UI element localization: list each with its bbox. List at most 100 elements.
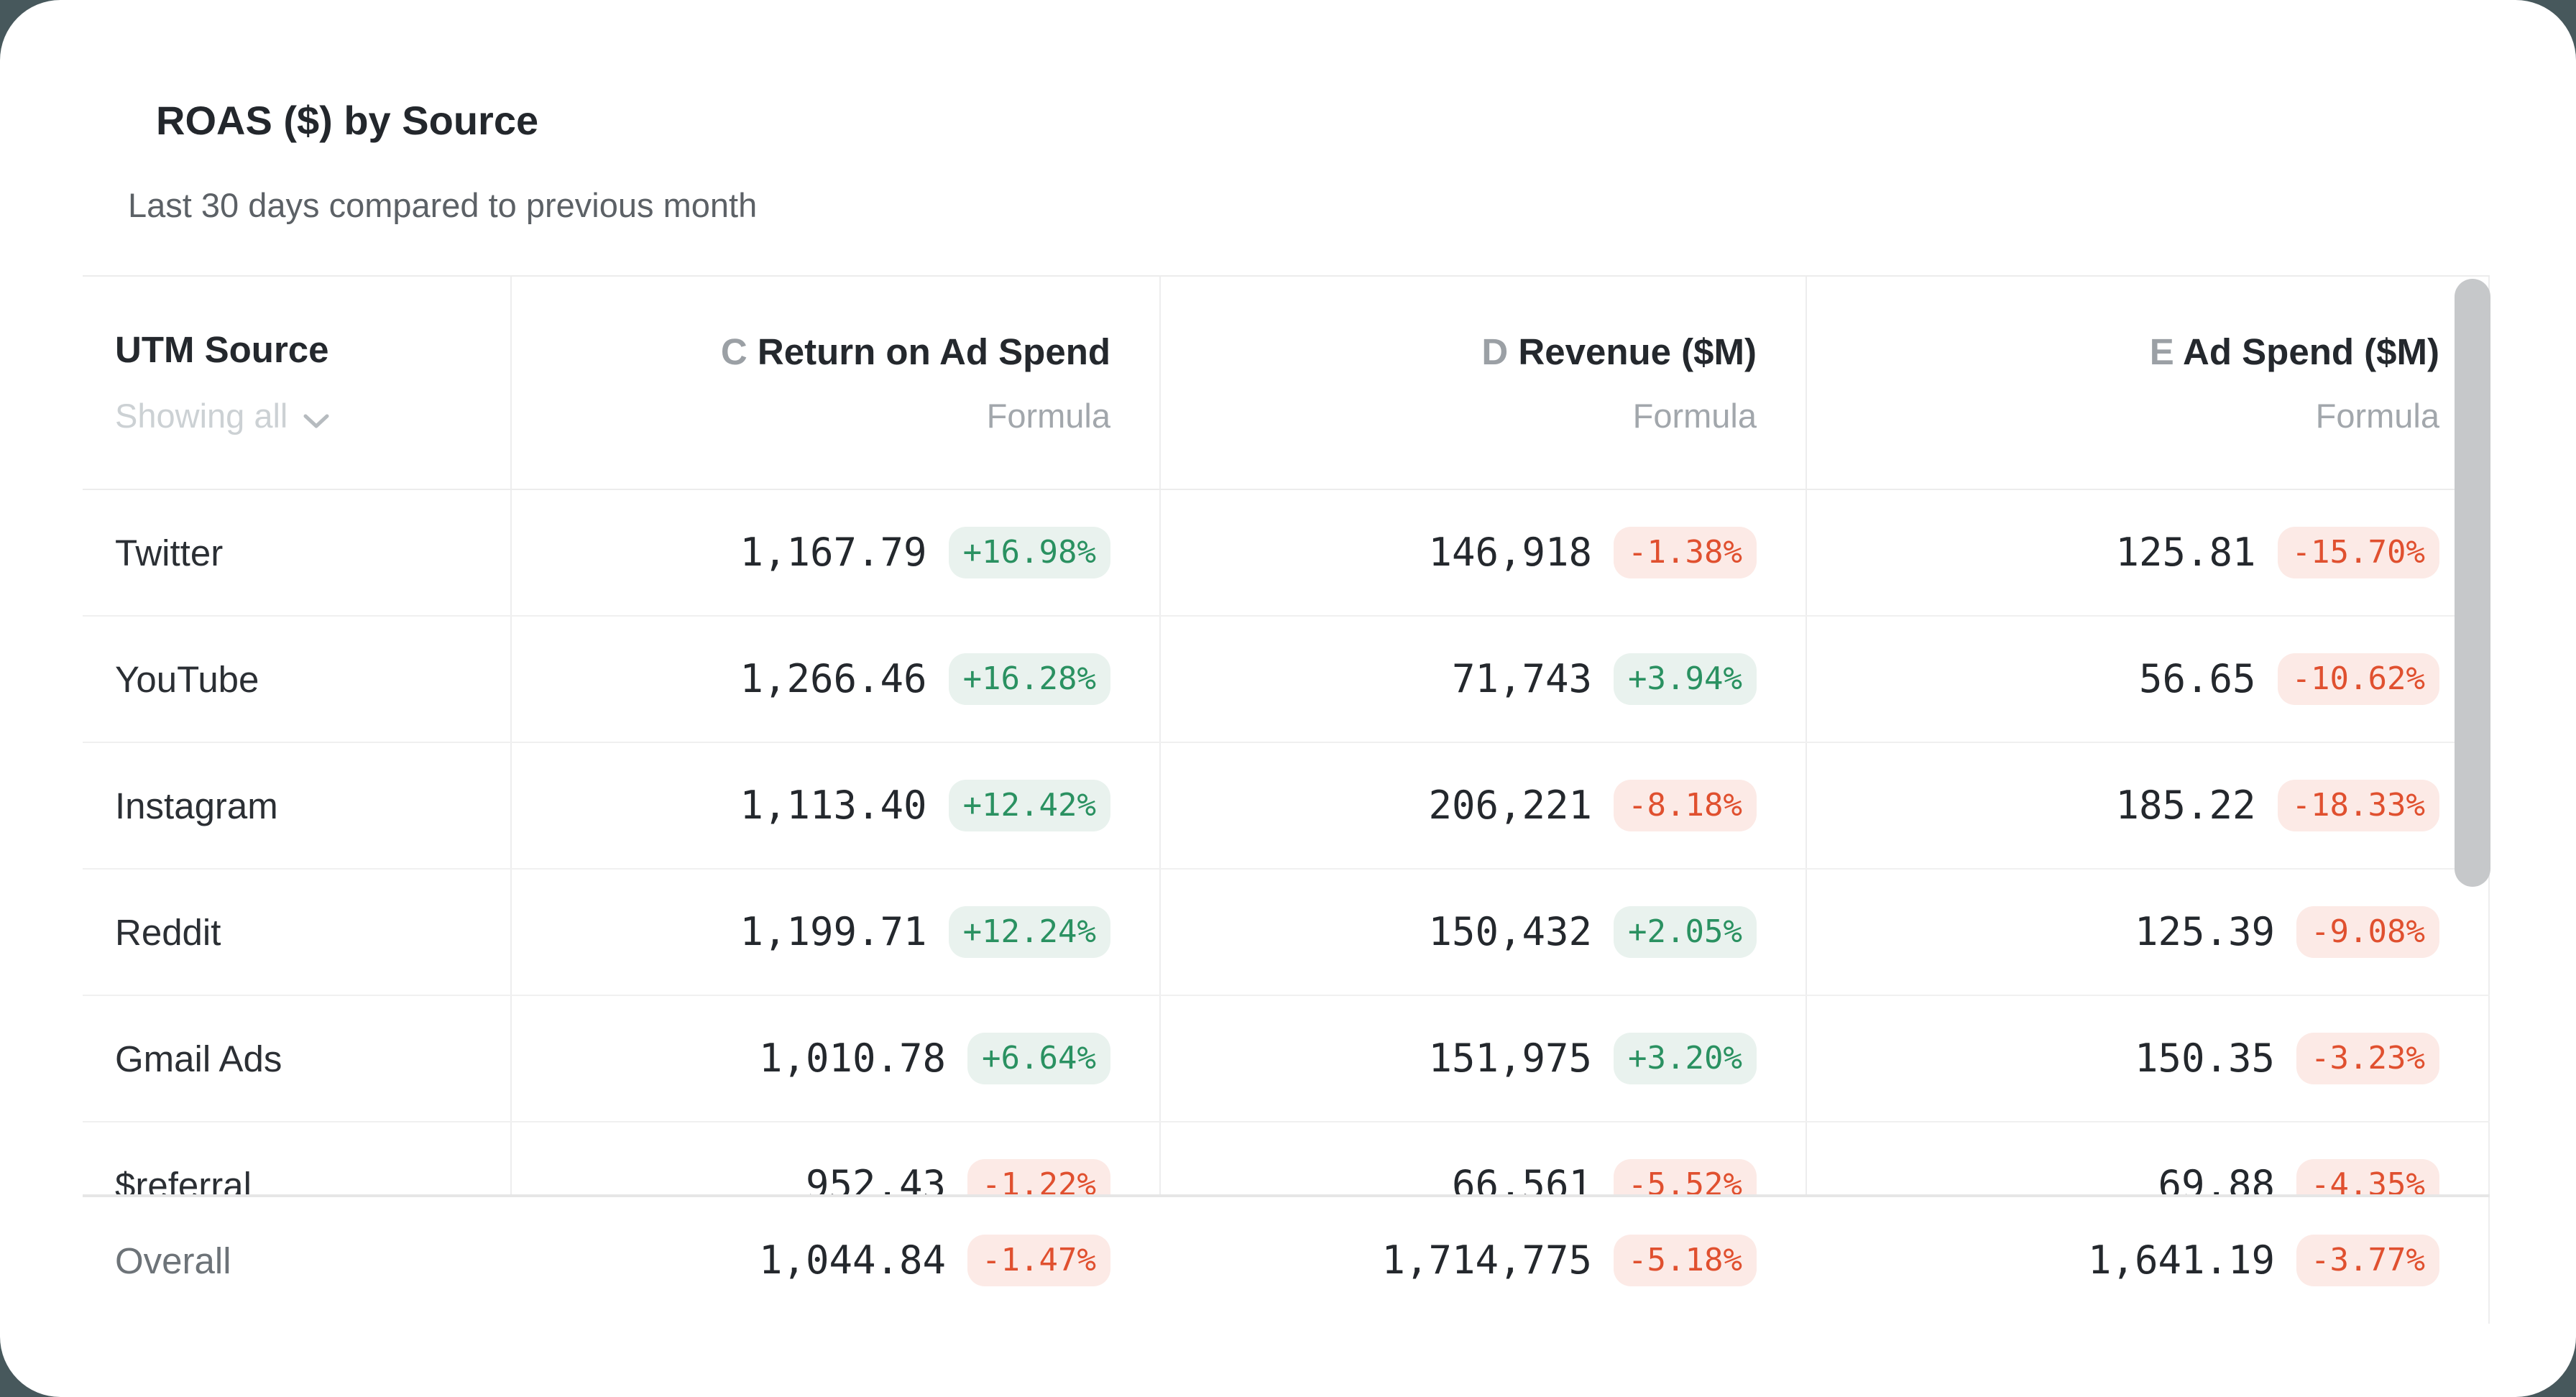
metric-value: 146,918 — [1428, 530, 1593, 575]
chevron-down-icon — [303, 401, 329, 435]
metric-value: 150,432 — [1428, 909, 1593, 954]
roas-cell: 1,199.71 +12.24% — [510, 870, 1159, 995]
delta-badge: -10.62% — [2277, 653, 2439, 705]
table-row-reddit: Reddit 1,199.71 +12.24% 150,432 +2.05% 1… — [83, 870, 2490, 996]
delta-badge: +16.98% — [948, 527, 1110, 578]
revenue-cell: 146,918 -1.38% — [1159, 490, 1806, 615]
roas-cell: 1,266.46 +16.28% — [510, 617, 1159, 742]
revenue-cell: 151,975 +3.20% — [1159, 996, 1806, 1121]
metric-value: 125.39 — [2134, 909, 2276, 954]
column-formula-tag: Formula — [986, 396, 1110, 435]
metric-value: 1,641.19 — [2087, 1237, 2276, 1283]
widget-subtitle: Last 30 days compared to previous month — [128, 186, 758, 224]
metric-value: 151,975 — [1428, 1036, 1593, 1081]
delta-badge: -1.38% — [1614, 527, 1757, 578]
overall-revenue-cell: 1,714,775 -5.18% — [1159, 1197, 1806, 1324]
delta-badge: -15.70% — [2277, 527, 2439, 578]
metric-value: 1,266.46 — [740, 656, 927, 701]
overall-ad-spend-cell: 1,641.19 -3.77% — [1806, 1197, 2490, 1324]
metric-value: 1,199.71 — [740, 909, 927, 954]
source-filter-label: Showing all — [115, 396, 288, 435]
delta-badge: +6.64% — [967, 1033, 1110, 1084]
metric-value: 125.81 — [2115, 530, 2256, 575]
header-ad-spend[interactable]: E Ad Spend ($M) Formula — [1806, 277, 2490, 489]
metric-value: 952.43 — [805, 1162, 947, 1195]
ad-spend-cell: 56.65 -10.62% — [1806, 617, 2490, 742]
metric-value: 1,010.78 — [758, 1036, 947, 1081]
delta-badge: -1.22% — [967, 1159, 1110, 1194]
revenue-cell: 71,743 +3.94% — [1159, 617, 1806, 742]
column-title: C Return on Ad Spend — [720, 331, 1110, 372]
table-header-row: UTM Source Showing all C Return on Ad Sp… — [83, 275, 2490, 490]
source-cell: $referral — [115, 1164, 252, 1195]
source-filter-dropdown[interactable]: Showing all — [115, 397, 329, 435]
roas-cell: 1,167.79 +16.98% — [510, 490, 1159, 615]
column-formula-tag: Formula — [2315, 396, 2439, 435]
ad-spend-cell: 125.81 -15.70% — [1806, 490, 2490, 615]
table-row-instagram: Instagram 1,113.40 +12.42% 206,221 -8.18… — [83, 743, 2490, 870]
roas-cell: 952.43 -1.22% — [510, 1122, 1159, 1194]
table-footer-row-overall: Overall 1,044.84 -1.47% 1,714,775 -5.18%… — [83, 1194, 2490, 1324]
table-row-gmail-ads: Gmail Ads 1,010.78 +6.64% 151,975 +3.20%… — [83, 996, 2490, 1122]
table-row-referral: $referral 952.43 -1.22% 66,561 -5.52% 69… — [83, 1122, 2490, 1194]
header-return-on-ad-spend[interactable]: C Return on Ad Spend Formula — [510, 277, 1159, 489]
revenue-cell: 66,561 -5.52% — [1159, 1122, 1806, 1194]
widget-title: ROAS ($) by Source — [156, 98, 539, 143]
delta-badge: +2.05% — [1614, 906, 1757, 958]
source-cell: Reddit — [115, 911, 221, 953]
revenue-cell: 150,432 +2.05% — [1159, 870, 1806, 995]
delta-badge: -3.23% — [2296, 1033, 2439, 1084]
table-row-twitter: Twitter 1,167.79 +16.98% 146,918 -1.38% … — [83, 490, 2490, 617]
metric-value: 1,044.84 — [758, 1237, 947, 1283]
metric-value: 150.35 — [2134, 1036, 2276, 1081]
source-cell: Twitter — [115, 532, 224, 573]
delta-badge: -3.77% — [2296, 1235, 2439, 1286]
overall-roas-cell: 1,044.84 -1.47% — [510, 1197, 1159, 1324]
source-cell: Gmail Ads — [115, 1038, 282, 1079]
delta-badge: +12.24% — [948, 906, 1110, 958]
delta-badge: -5.18% — [1614, 1235, 1757, 1286]
source-cell: YouTube — [115, 658, 259, 700]
roas-cell: 1,010.78 +6.64% — [510, 996, 1159, 1121]
table-row-youtube: YouTube 1,266.46 +16.28% 71,743 +3.94% 5… — [83, 617, 2490, 743]
metric-value: 206,221 — [1428, 783, 1593, 828]
metric-value: 71,743 — [1451, 656, 1593, 701]
roas-table: UTM Source Showing all C Return on Ad Sp… — [83, 275, 2490, 1324]
column-letter: C — [720, 331, 748, 372]
vertical-scrollbar-thumb[interactable] — [2455, 279, 2490, 887]
header-revenue[interactable]: D Revenue ($M) Formula — [1159, 277, 1806, 489]
delta-badge: -8.18% — [1614, 780, 1757, 831]
table-body-scroll-area: Twitter 1,167.79 +16.98% 146,918 -1.38% … — [83, 490, 2490, 1194]
ad-spend-cell: 185.22 -18.33% — [1806, 743, 2490, 868]
overall-label: Overall — [115, 1240, 231, 1281]
source-cell: Instagram — [115, 785, 278, 826]
metric-value: 56.65 — [2139, 656, 2256, 701]
ad-spend-cell: 150.35 -3.23% — [1806, 996, 2490, 1121]
delta-badge: -9.08% — [2296, 906, 2439, 958]
revenue-cell: 206,221 -8.18% — [1159, 743, 1806, 868]
metric-value: 185.22 — [2115, 783, 2256, 828]
metric-value: 1,714,775 — [1381, 1237, 1593, 1283]
ad-spend-cell: 125.39 -9.08% — [1806, 870, 2490, 995]
delta-badge: +16.28% — [948, 653, 1110, 705]
delta-badge: -1.47% — [967, 1235, 1110, 1286]
metric-value: 1,167.79 — [740, 530, 927, 575]
delta-badge: +3.20% — [1614, 1033, 1757, 1084]
delta-badge: -18.33% — [2277, 780, 2439, 831]
delta-badge: +3.94% — [1614, 653, 1757, 705]
column-letter: E — [2149, 331, 2174, 372]
roas-cell: 1,113.40 +12.42% — [510, 743, 1159, 868]
column-title: D Revenue ($M) — [1481, 331, 1757, 372]
delta-badge: +12.42% — [948, 780, 1110, 831]
ad-spend-cell: 69.88 -4.35% — [1806, 1122, 2490, 1194]
metric-value: 1,113.40 — [740, 783, 927, 828]
metric-value: 69.88 — [2158, 1162, 2276, 1195]
delta-badge: -4.35% — [2296, 1159, 2439, 1194]
metric-value: 66,561 — [1451, 1162, 1593, 1195]
column-formula-tag: Formula — [1632, 396, 1757, 435]
utm-source-label: UTM Source — [115, 328, 329, 370]
column-title: E Ad Spend ($M) — [2149, 331, 2439, 372]
delta-badge: -5.52% — [1614, 1159, 1757, 1194]
header-utm-source: UTM Source Showing all — [83, 277, 510, 489]
